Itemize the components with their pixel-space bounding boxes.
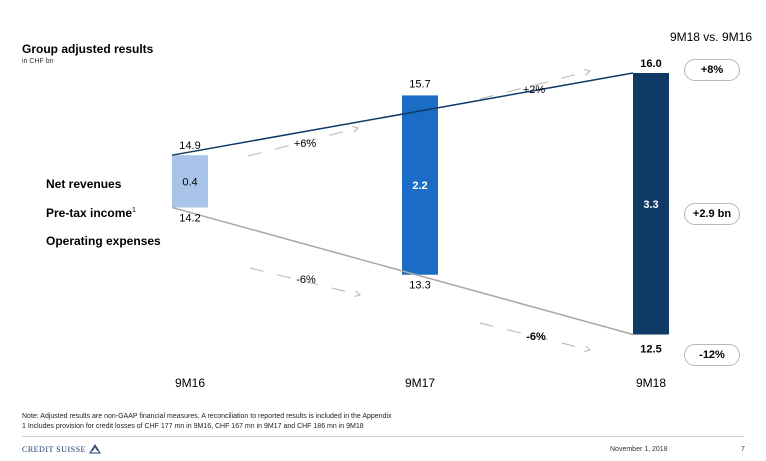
value-label-expense-9m18: 12.5: [640, 344, 661, 356]
growth-arrow-expense-2-head: [584, 345, 592, 353]
growth-label-revenue-2: +2%: [523, 84, 546, 96]
category-label-9m16: 9M16: [175, 376, 205, 390]
row-label-pretax-income: Pre-tax income1: [46, 206, 136, 220]
bar-9m16: [172, 155, 208, 208]
badge-expense-change: -12%: [684, 344, 740, 366]
value-label-revenue-9m16: 14.9: [179, 140, 200, 152]
value-label-revenue-9m18: 16.0: [640, 58, 661, 70]
growth-arrow-revenue-1: [247, 127, 359, 157]
footer-date: November 1, 2018: [610, 446, 668, 453]
value-label-revenue-9m17: 15.7: [409, 78, 430, 90]
growth-arrow-expense-1-head: [354, 290, 362, 298]
expense-trend-line: [171, 206, 634, 336]
footer-divider: [22, 436, 744, 437]
page-subtitle: in CHF bn: [22, 58, 54, 65]
revenue-trend-line: [171, 72, 634, 156]
category-label-9m18: 9M18: [636, 376, 666, 390]
bar-label-9m18: 3.3: [643, 199, 658, 211]
row-label-pretax-income-text: Pre-tax income: [46, 206, 133, 220]
note-line: Note: Adjusted results are non-GAAP fina…: [22, 413, 392, 420]
bar-label-9m16: 0.4: [182, 176, 197, 188]
page-title: Group adjusted results: [22, 42, 154, 56]
logo: CREDIT SUISSE: [22, 444, 101, 454]
bar-9m17: [402, 95, 438, 275]
growth-arrow-revenue-2: [479, 70, 591, 100]
bar-label-9m17: 2.2: [412, 180, 427, 192]
row-label-operating-expenses: Operating expenses: [46, 234, 161, 248]
growth-arrow-revenue-1-head: [352, 126, 360, 133]
sail-icon: [89, 444, 101, 454]
footnote-marker: 1: [132, 207, 136, 214]
page-number: 7: [741, 446, 745, 453]
comparison-title: 9M18 vs. 9M16: [669, 30, 752, 44]
badge-revenue-change: +8%: [684, 59, 740, 81]
value-label-expense-9m17: 13.3: [409, 280, 430, 292]
logo-text: CREDIT SUISSE: [22, 444, 86, 454]
value-label-expense-9m16: 14.2: [179, 212, 200, 224]
growth-label-expense-1: -6%: [296, 274, 316, 286]
growth-arrow-revenue-2-head: [584, 69, 592, 76]
chart-canvas: 0.4 2.2 3.3 14.9 15.7 16.0 14.2 13.3 12.5 9M16 9M1…: [171, 58, 669, 390]
growth-label-expense-2: -6%: [526, 331, 546, 343]
footnote-line: 1 Includes provision for credit losses o…: [22, 423, 364, 430]
bar-9m18: [633, 73, 669, 335]
growth-arrow-expense-1: [249, 267, 361, 296]
row-label-net-revenues: Net revenues: [46, 177, 122, 191]
growth-arrow-expense-2: [479, 322, 591, 351]
badge-pretax-change: +2.9 bn: [684, 203, 740, 225]
category-label-9m17: 9M17: [405, 376, 435, 390]
growth-label-revenue-1: +6%: [294, 138, 317, 150]
